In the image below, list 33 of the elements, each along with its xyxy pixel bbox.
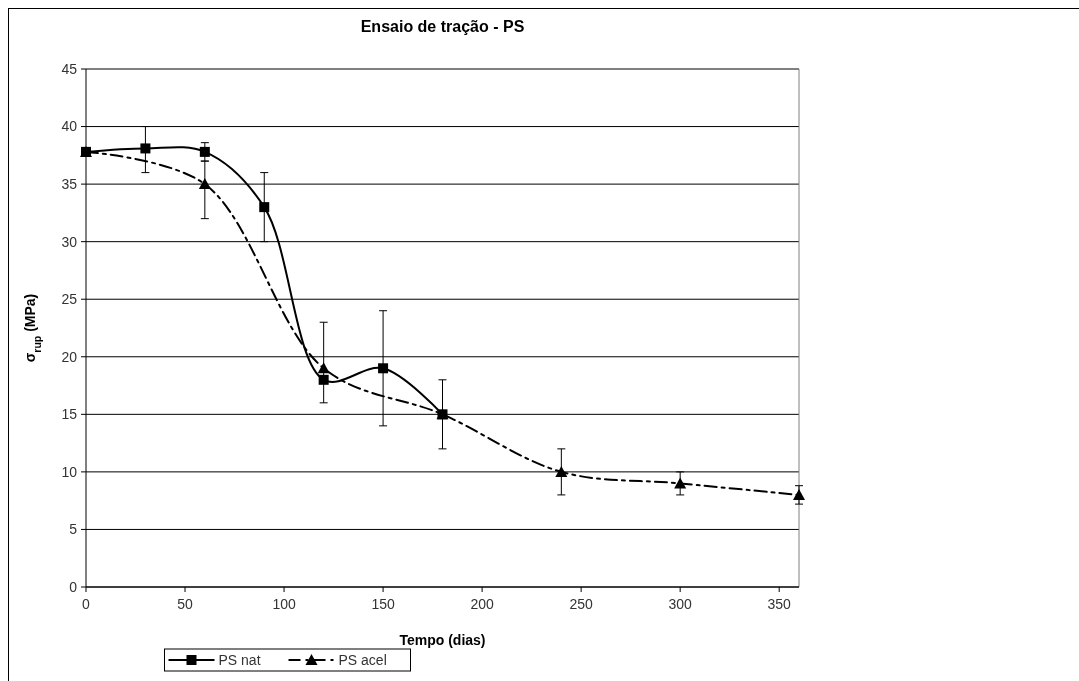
y-tick-label: 15 [61,406,78,423]
chart-title: Ensaio de tração - PS [360,18,525,35]
y-tick-label: 5 [69,521,78,538]
x-tick-label: 250 [569,596,594,612]
y-tick-label: 30 [61,233,78,250]
point [140,143,151,154]
point [259,202,270,213]
x-tick-label: 200 [470,596,494,612]
point [437,409,448,420]
point [674,477,687,489]
x-tick-label: 100 [272,596,296,612]
x-tick-label: 50 [177,596,194,612]
y-tick-label: 20 [61,348,78,365]
y-tick-label: 0 [69,578,78,595]
y-tick-label: 40 [61,118,78,135]
x-tick-label: 150 [371,596,395,612]
point [318,374,329,385]
x-tick-label: 300 [668,596,693,612]
y-tick-label: 10 [61,463,78,480]
point [317,362,330,374]
point [793,488,805,500]
y-tick-label: 45 [61,60,78,77]
y-tick-label: 35 [61,176,78,193]
legend-label: PS nat [218,651,261,668]
legend-label: PS acel [338,651,387,668]
x-tick-label: 350 [767,596,792,612]
point [555,465,568,477]
x-tick-label: 0 [82,596,91,612]
point [378,363,389,374]
x-axis-title: Tempo (dias) [399,632,486,648]
y-tick-label: 25 [61,291,78,308]
point [199,146,210,157]
point [198,178,211,190]
